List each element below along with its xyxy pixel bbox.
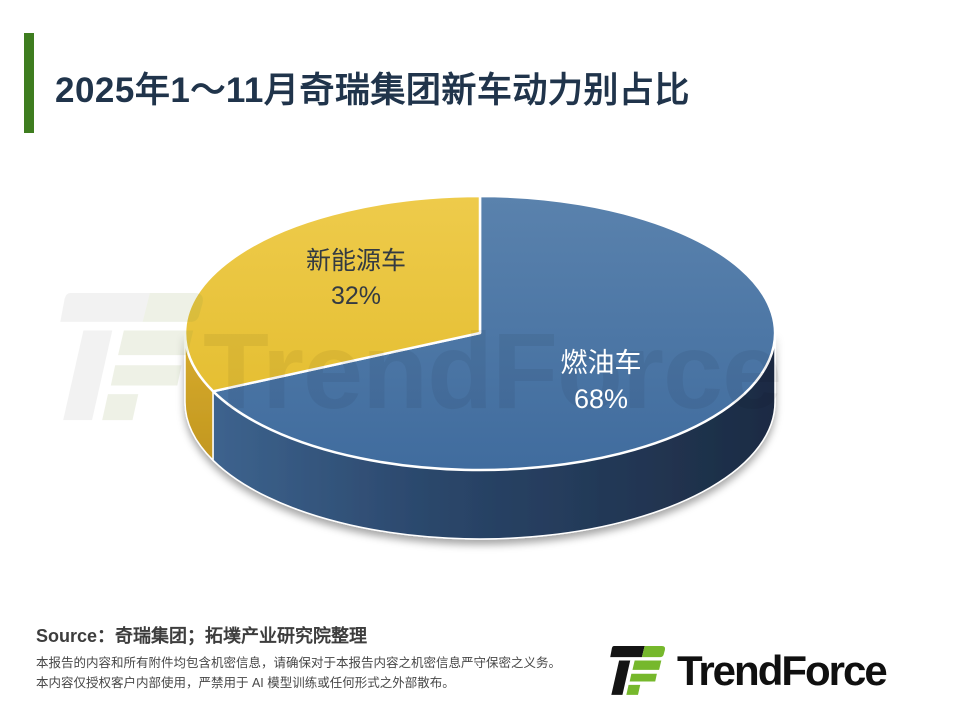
slice-label-fuel-value: 68%: [573, 384, 629, 414]
disclaimer-line-2: 本内容仅授权客户内部使用，严禁用于 AI 模型训练或任何形式之外部散布。: [36, 676, 455, 691]
trendforce-logo: TrendForce: [610, 646, 888, 696]
disclaimer-line-1: 本报告的内容和所有附件均包含机密信息，请确保对于本报告内容之机密信息严守保密之义…: [36, 656, 562, 670]
trendforce-logo-text: TrendForce: [677, 647, 888, 694]
slice-label-nev-name: 新能源车: [305, 247, 406, 275]
trendforce-logo-icon: [610, 646, 666, 695]
title-accent-bar: [24, 33, 34, 133]
trendforce-watermark: TrendForce: [203, 310, 782, 431]
slice-label-nev: 新能源车 32%: [271, 244, 441, 314]
disclaimer: 本报告的内容和所有附件均包含机密信息，请确保对于本报告内容之机密信息严守保密之义…: [36, 653, 561, 694]
slice-label-fuel: 燃油车 68%: [516, 345, 686, 417]
trendforce-watermark-icon: [60, 293, 203, 421]
source-note: Source：奇瑞集团；拓墣产业研究院整理: [36, 626, 368, 646]
slice-label-fuel-name: 燃油车: [560, 348, 642, 378]
page-title: 2025年1～11月奇瑞集团新车动力别占比: [55, 71, 690, 110]
slice-label-nev-value: 32%: [330, 282, 382, 310]
